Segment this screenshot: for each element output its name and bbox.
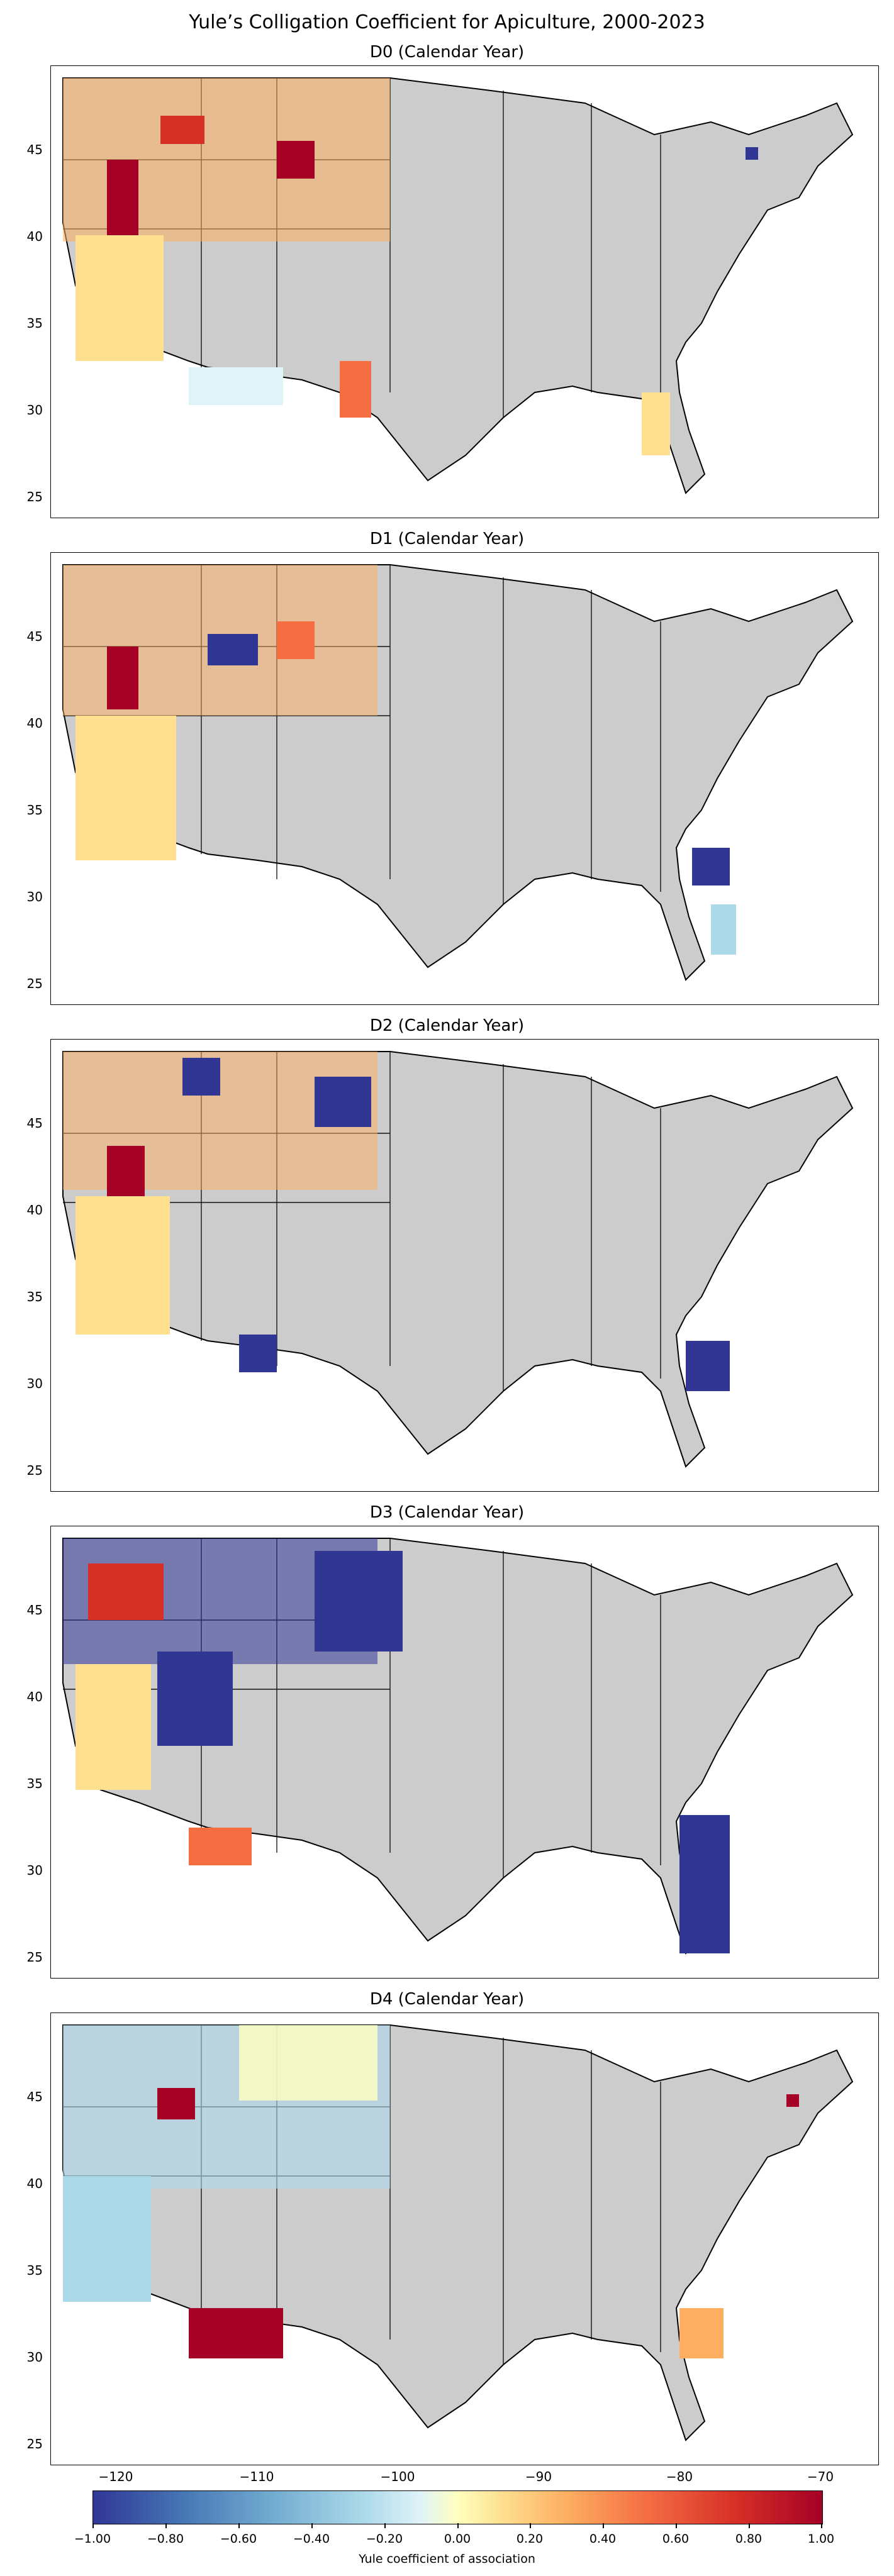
panel-title-d0: D0 (Calendar Year) (369, 43, 525, 62)
y-tick-25: 25 (26, 1463, 43, 1478)
y-tick-45: 45 (26, 1116, 43, 1131)
county-overlay-d2 (63, 1052, 730, 1391)
map-panel-d4 (50, 2012, 879, 2465)
y-tick-30: 30 (26, 889, 43, 904)
map-panel-d3 (50, 1526, 879, 1979)
y-tick-35: 35 (26, 2263, 43, 2278)
county-overlay-d0 (63, 78, 758, 455)
y-tick-30: 30 (26, 402, 43, 418)
colorbar-tick: 0.00 (444, 2532, 471, 2546)
colorbar (92, 2490, 823, 2524)
colorbar-tick: 0.20 (516, 2532, 544, 2546)
colorbar-tick: −0.60 (220, 2532, 257, 2546)
map-svg-d4 (50, 2012, 879, 2465)
y-tick-45: 45 (26, 2089, 43, 2104)
panel-title-d2: D2 (Calendar Year) (369, 1016, 525, 1035)
map-svg-d2 (50, 1039, 879, 1492)
panel-title-d3: D3 (Calendar Year) (369, 1503, 525, 1522)
map-panel-d1 (50, 552, 879, 1005)
x-tick-minus-100: −100 (380, 2469, 415, 2484)
y-tick-35: 35 (26, 316, 43, 331)
map-panel-d0 (50, 65, 879, 518)
y-tick-45: 45 (26, 629, 43, 644)
colorbar-tick: −0.20 (366, 2532, 403, 2546)
y-tick-30: 30 (26, 2350, 43, 2365)
x-tick-minus-120: −120 (98, 2469, 133, 2484)
y-tick-25: 25 (26, 1950, 43, 1965)
map-panel-d2 (50, 1039, 879, 1492)
colorbar-tick: 0.40 (589, 2532, 617, 2546)
y-tick-40: 40 (26, 229, 43, 244)
y-tick-45: 45 (26, 142, 43, 157)
panel-title-d1: D1 (Calendar Year) (369, 530, 525, 548)
y-tick-30: 30 (26, 1376, 43, 1391)
y-tick-35: 35 (26, 802, 43, 818)
colorbar-tick: 1.00 (807, 2532, 835, 2546)
county-overlay-d3 (63, 1538, 730, 1953)
y-tick-40: 40 (26, 2176, 43, 2191)
colorbar-tick: −0.40 (293, 2532, 330, 2546)
x-tick-minus-90: −90 (525, 2469, 552, 2484)
map-svg-d1 (50, 552, 879, 1005)
county-overlay-d4 (63, 2025, 799, 2358)
x-tick-minus-110: −110 (239, 2469, 274, 2484)
colorbar-label: Yule coefficient of association (359, 2552, 535, 2566)
y-tick-30: 30 (26, 1863, 43, 1878)
colorbar-tick: 0.80 (735, 2532, 763, 2546)
y-tick-25: 25 (26, 976, 43, 991)
panel-title-d4: D4 (Calendar Year) (369, 1990, 525, 2009)
map-svg-d3 (50, 1526, 879, 1979)
colorbar-tick: 0.60 (662, 2532, 690, 2546)
x-tick-minus-70: −70 (807, 2469, 834, 2484)
y-tick-45: 45 (26, 1602, 43, 1618)
map-svg-d0 (50, 65, 879, 518)
colorbar-tick: −1.00 (74, 2532, 111, 2546)
y-tick-35: 35 (26, 1776, 43, 1791)
x-tick-minus-80: −80 (666, 2469, 693, 2484)
figure-title: Yule’s Colligation Coefficient for Apicu… (189, 11, 705, 33)
y-tick-40: 40 (26, 1689, 43, 1704)
y-tick-25: 25 (26, 489, 43, 504)
y-tick-40: 40 (26, 1202, 43, 1218)
county-overlay-d1 (63, 565, 736, 955)
y-tick-40: 40 (26, 716, 43, 731)
colorbar-tick: −0.80 (147, 2532, 184, 2546)
y-tick-25: 25 (26, 2436, 43, 2451)
y-tick-35: 35 (26, 1289, 43, 1304)
